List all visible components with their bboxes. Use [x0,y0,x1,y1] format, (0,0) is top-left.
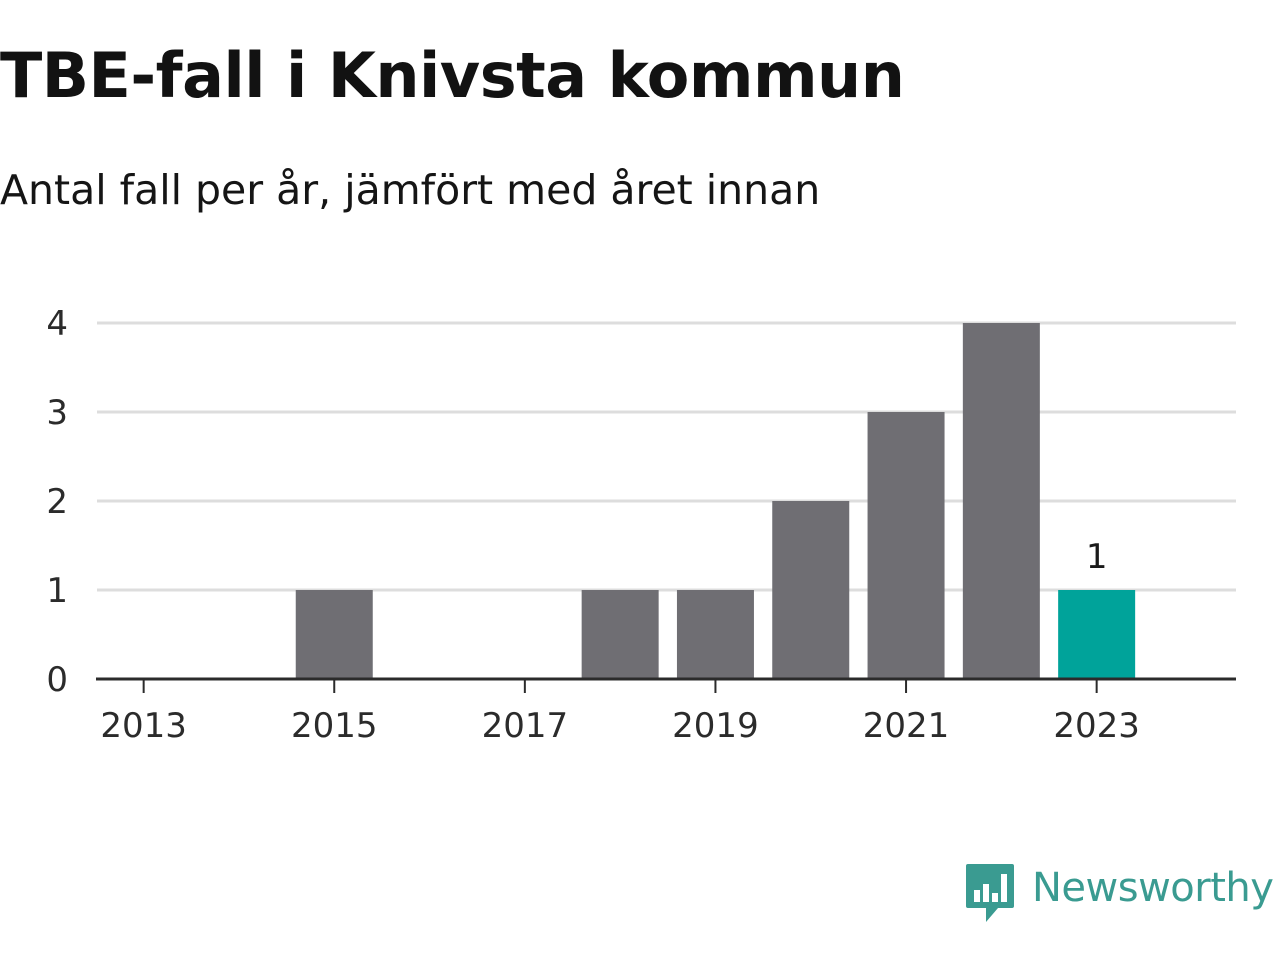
bar-highlight [1058,590,1136,679]
bar [581,590,659,679]
newsworthy-logo: Newsworthy [964,862,1274,926]
x-tick-label: 2015 [291,706,378,746]
bar-chart-speech-bubble-icon [966,864,1014,922]
x-tick-label: 2013 [100,706,187,746]
bar [772,501,850,679]
y-tick-label: 3 [46,393,68,433]
x-tick-label: 2021 [863,706,950,746]
y-tick-label: 4 [46,304,68,344]
data-label: 1 [1086,537,1108,577]
bar [295,590,373,679]
chart-title: TBE-fall i Knivsta kommun [0,39,905,112]
y-tick-label: 1 [46,571,68,611]
x-tick-label: 2023 [1053,706,1140,746]
bar [867,412,945,679]
axes [96,677,1236,693]
x-tick-label: 2019 [672,706,759,746]
y-tick-label: 2 [46,482,68,522]
labels: 0 1 2 3 4 2013 2015 2017 2019 2021 2023 1 [46,304,1140,746]
gridlines [97,321,1236,592]
brand-name: Newsworthy [1032,865,1274,911]
bar [962,323,1040,679]
y-tick-label: 0 [46,660,68,700]
bar [676,590,754,679]
x-tick-label: 2017 [482,706,569,746]
bars [295,323,1136,679]
chart-subtitle: Antal fall per år, jämfört med året inna… [0,166,821,214]
